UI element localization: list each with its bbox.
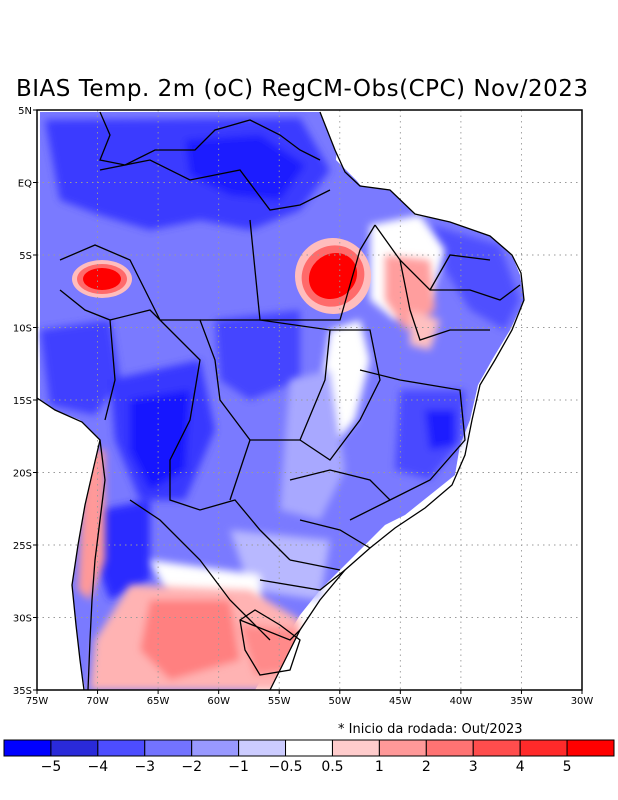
lon-tick-label: 70W [86, 696, 109, 707]
bolivia-paraguay-border [109, 309, 291, 561]
colorbar-swatch [144, 739, 193, 757]
map-title: BIAS Temp. 2m (oC) RegCM-Obs(CPC) Nov/20… [16, 76, 589, 102]
colorbar-swatch [472, 739, 521, 757]
run-start-note: * Inicio da rodada: Out/2023 [338, 722, 523, 737]
colorbar-label: −2 [181, 759, 202, 775]
lon-tick-label: 60W [207, 696, 230, 707]
lat-tick-label: 30S [13, 614, 32, 625]
lat-tick-label: 5S [19, 251, 32, 262]
lat-tick-label: 25S [13, 541, 32, 552]
northeast-states [374, 224, 521, 341]
goias-border [299, 329, 381, 461]
colorbar-swatch [238, 739, 287, 757]
blue-west [40, 320, 120, 415]
ocean-pacific [37, 398, 100, 690]
colorbar-swatch [97, 739, 146, 757]
deep-blue-east [425, 410, 455, 450]
lon-tick-label: 30W [571, 696, 594, 707]
colorbar-label: −4 [88, 759, 109, 775]
latitude-labels: 5N EQ 5S 10S 15S 20S 25S 30S 35S [13, 106, 37, 697]
deep-blue-central [130, 390, 190, 490]
peru-border [59, 289, 116, 421]
brazil-north-border [99, 159, 331, 211]
argentina-internal [129, 499, 271, 641]
sao-paulo-parana [289, 469, 391, 571]
colorbar-label: −1 [228, 759, 249, 775]
ocean-atlantic [270, 112, 582, 690]
lon-tick-label: 75W [26, 696, 49, 707]
bias-field [37, 112, 582, 690]
pink-northeast [385, 255, 435, 330]
deep-blue-amazon-north [185, 135, 305, 200]
colorbar [3, 739, 615, 757]
red-hotspot-north-peak [308, 252, 358, 300]
colorbar-swatch [519, 739, 568, 757]
lon-tick-label: 45W [389, 696, 412, 707]
lat-tick-label: 15S [13, 396, 32, 407]
mato-grosso-border [200, 319, 331, 441]
colorbar-swatch [331, 739, 380, 757]
lat-tick-label: 5N [18, 106, 32, 117]
map-panel: 75W 70W 65W 60W 55W 50W 45W 40W 35W 30W 5N EQ 5S 10S… [13, 106, 593, 707]
lat-tick-label: 20S [13, 469, 32, 480]
lon-tick-label: 40W [450, 696, 473, 707]
colorbar-swatch [3, 739, 52, 757]
lon-tick-label: 50W [328, 696, 351, 707]
colorbar-swatch [425, 739, 474, 757]
colorbar-swatch [378, 739, 427, 757]
colorbar-label: −3 [134, 759, 155, 775]
blue-east-center [215, 310, 300, 400]
colorbar-label: 1 [375, 759, 384, 775]
amazonas-para-border [249, 219, 376, 321]
lon-tick-label: 55W [268, 696, 291, 707]
colorbar-label: −0.5 [269, 759, 303, 775]
colorbar-swatch [285, 739, 333, 757]
venezuela-guiana [99, 111, 321, 166]
colorbar-label: 5 [563, 759, 572, 775]
borders [37, 111, 525, 690]
lon-tick-label: 65W [147, 696, 170, 707]
colorbar-label: 4 [516, 759, 525, 775]
light-blue-corridor [280, 370, 345, 520]
blue-southwest [95, 500, 150, 600]
lon-tick-label: 35W [510, 696, 533, 707]
colorbar-labels: −5 −4 −3 −2 −1 −0.5 0.5 1 2 3 4 5 [41, 759, 572, 775]
colorbar-label: 3 [469, 759, 478, 775]
longitude-labels: 75W 70W 65W 60W 55W 50W 45W 40W 35W 30W [26, 690, 594, 707]
colorbar-swatch [50, 739, 99, 757]
pink-east [410, 310, 440, 350]
lat-tick-label: EQ [18, 179, 32, 190]
uruguay-border [239, 609, 301, 676]
pacific-coast [37, 397, 101, 690]
blue-northeast [430, 225, 520, 330]
colorbar-swatch [566, 739, 615, 757]
lat-tick-label: 35S [13, 686, 32, 697]
red-south [140, 600, 240, 680]
argentina-chile-border [87, 439, 106, 690]
colorbar-label: 0.5 [321, 759, 343, 775]
colorbar-swatch [191, 739, 240, 757]
red-hotspot-west-peak [83, 268, 121, 290]
colorbar-label: 2 [422, 759, 431, 775]
colorbar-label: −5 [41, 759, 62, 775]
lat-tick-label: 10S [13, 324, 32, 335]
